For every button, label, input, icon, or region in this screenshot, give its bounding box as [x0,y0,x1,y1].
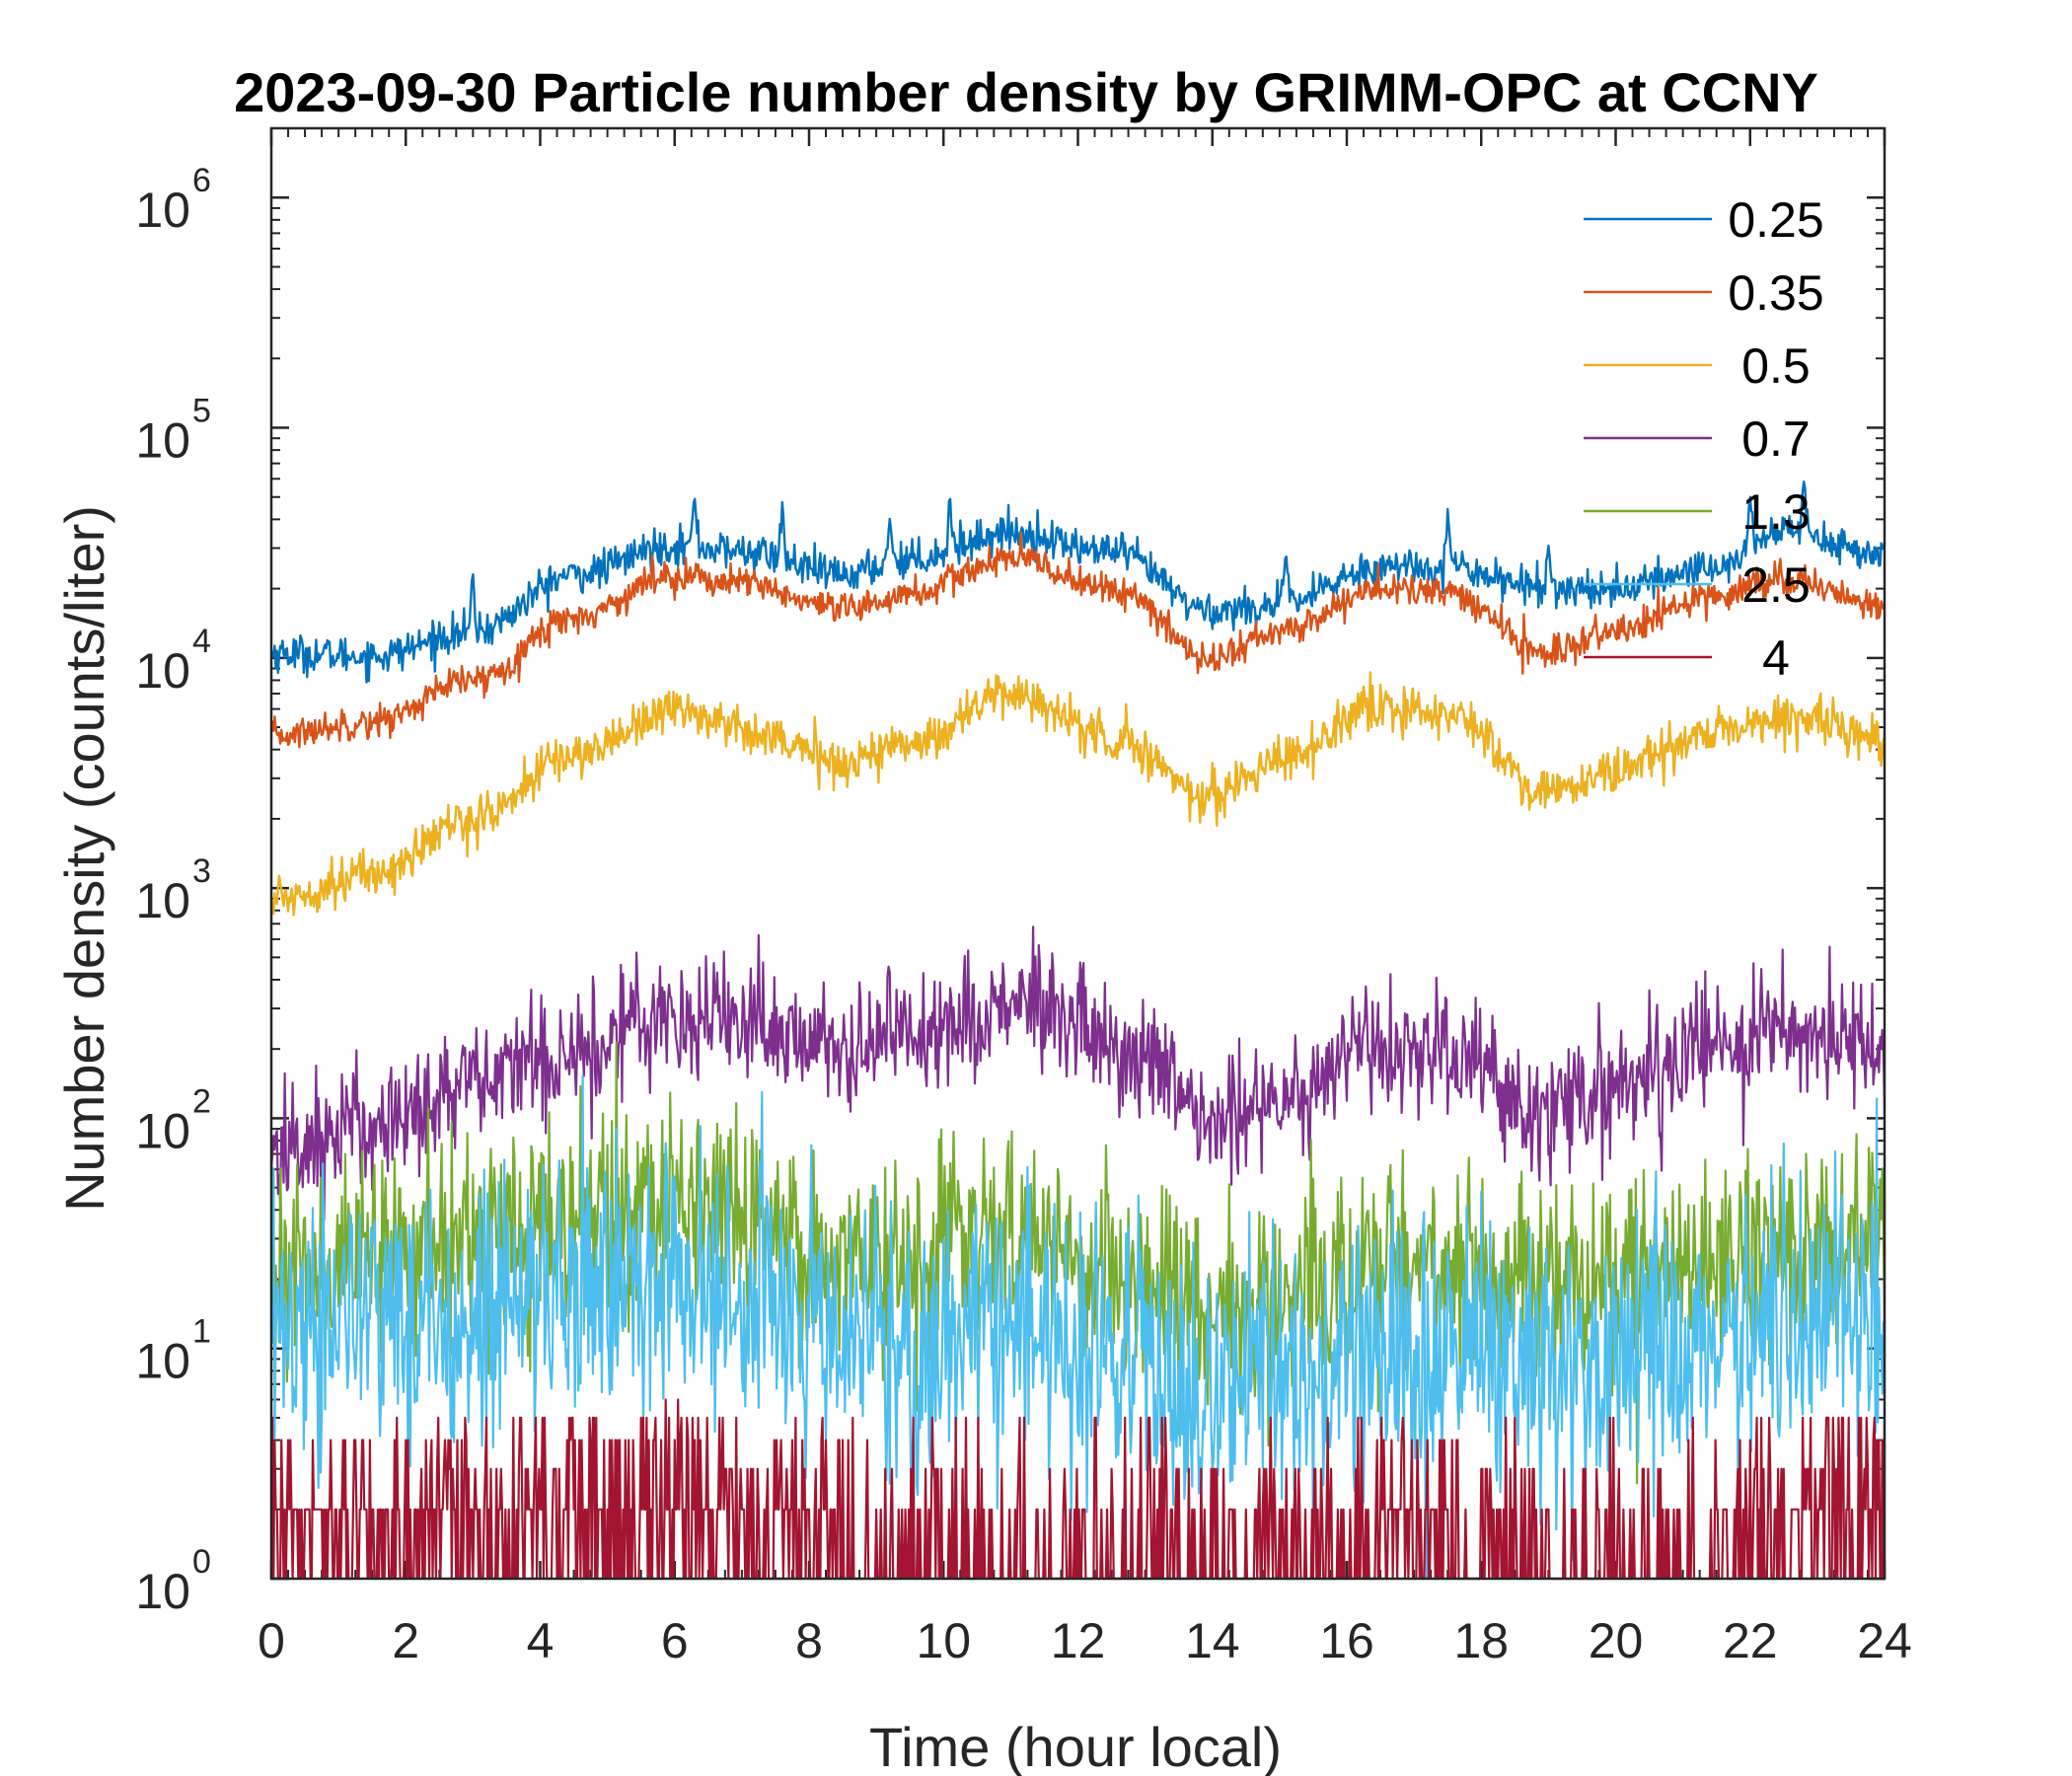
legend-item: 0.35 [1584,265,1824,321]
x-tick-label: 2 [392,1613,419,1668]
x-axis-label: Time (hour local) [869,1716,1282,1776]
legend-item: 2.5 [1584,557,1811,613]
legend-label: 0.7 [1741,411,1811,467]
series-line-0-7 [269,925,1887,1221]
y-tick-label: 100 [135,1543,211,1619]
y-tick-label: 104 [135,623,211,699]
x-tick-label: 16 [1319,1613,1374,1668]
legend-label: 0.5 [1741,338,1811,394]
x-tick-label: 24 [1857,1613,1912,1668]
plot-area [271,128,1885,1579]
x-tick-label: 14 [1185,1613,1240,1668]
legend-label: 1.3 [1741,484,1811,540]
x-tick-labels: 0 2 4 6 8 10 12 14 16 18 20 22 24 [258,1613,1912,1668]
x-tick-label: 22 [1723,1613,1778,1668]
y-tick-label-base: 10 [135,1103,190,1158]
y-tick-label-exponent: 5 [192,393,211,430]
legend-label: 0.35 [1728,265,1823,321]
y-tick-label: 101 [135,1313,211,1389]
y-tick-label-exponent: 1 [192,1313,211,1351]
x-tick-label: 12 [1051,1613,1106,1668]
x-tick-label: 10 [916,1613,971,1668]
x-tick-label: 18 [1453,1613,1509,1668]
y-tick-label-base: 10 [135,643,190,699]
legend-label: 2.5 [1741,557,1811,613]
chart-title: 2023-09-30 Particle number density by GR… [234,61,1818,123]
legend-label: 0.25 [1728,192,1823,248]
legend-item: 0.5 [1584,338,1811,394]
series-line-1-3 [269,1041,1887,1485]
y-tick-label-base: 10 [135,1564,190,1619]
x-tick-label: 20 [1589,1613,1644,1668]
legend-item: 0.25 [1584,192,1824,248]
legend: 0.25 0.35 0.5 0.7 1.3 2.5 4 [1584,192,1824,686]
legend-item: 4 [1584,630,1790,686]
y-tick-label-base: 10 [135,183,190,238]
y-tick-label: 103 [135,852,211,928]
series-line-0-35 [269,532,1887,749]
y-axis-label: Number density (counts/liter) [53,505,115,1212]
legend-item: 0.7 [1584,411,1811,467]
y-tick-label-base: 10 [135,413,190,469]
legend-label: 4 [1762,630,1790,686]
y-tick-label-base: 10 [135,873,190,928]
series-line-0-5 [269,671,1887,917]
y-tick-label: 105 [135,393,211,469]
x-tick-label: 4 [527,1613,555,1668]
series-line-0-25 [269,481,1887,684]
legend-item: 1.3 [1584,484,1811,540]
x-tick-label: 8 [795,1613,823,1668]
y-tick-label-exponent: 2 [192,1082,211,1120]
y-tick-label-exponent: 0 [192,1543,211,1581]
y-tick-label: 106 [135,162,211,238]
x-tick-label: 0 [258,1613,285,1668]
x-tick-label: 6 [661,1613,689,1668]
series-group [269,481,1887,1581]
plot-frame [269,126,1887,1581]
y-tick-label-exponent: 3 [192,852,211,890]
y-tick-label: 102 [135,1082,211,1158]
y-tick-label-base: 10 [135,1334,190,1389]
y-tick-label-exponent: 4 [192,623,211,660]
y-tick-label-exponent: 6 [192,162,211,199]
series-line-2-5 [269,1074,1887,1581]
